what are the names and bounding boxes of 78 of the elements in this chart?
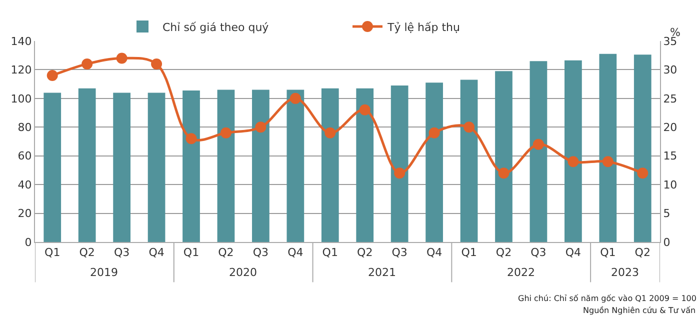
legend-label: Chỉ số giá theo quý (162, 20, 270, 34)
bar (634, 54, 652, 242)
x-tick-label: Q2 (496, 246, 512, 260)
bar (356, 88, 374, 242)
bar (460, 80, 478, 242)
x-tick-label: Q3 (530, 246, 546, 260)
point (428, 127, 440, 138)
text: 2021 (368, 266, 396, 279)
x-tick-label: Q1 (322, 246, 338, 260)
point (394, 168, 406, 179)
bar (321, 88, 339, 242)
x-tick-label: Q2 (218, 246, 234, 260)
point (602, 156, 614, 168)
bar (530, 61, 548, 242)
point (359, 104, 370, 116)
bar (599, 54, 617, 242)
y2-tick-label: 30 (663, 64, 678, 77)
y2-tick-label: 25 (663, 92, 678, 106)
x-tick-label: Q4 (565, 246, 582, 260)
bar (148, 92, 166, 242)
y-tick-label: 80 (18, 120, 32, 134)
point (151, 58, 162, 70)
x-tick-label: Q3 (114, 246, 130, 260)
y2-tick-label: 0 (663, 236, 670, 249)
bar (44, 92, 62, 242)
x-tick-label: Q4 (426, 246, 442, 260)
y-tick-label: 60 (18, 150, 32, 163)
point (220, 127, 232, 138)
y2-tick-label: 20 (663, 120, 678, 134)
y-tick-label: 40 (18, 178, 32, 192)
text: 2022 (507, 266, 535, 279)
x-tick-label: Q3 (392, 246, 408, 260)
point (116, 52, 128, 64)
point (255, 122, 266, 133)
x-tick-label: Q4 (148, 246, 164, 260)
text: 2019 (90, 266, 118, 279)
x-tick-label: Q2 (79, 246, 95, 260)
x-tick-label: Q1 (183, 246, 200, 260)
bar (286, 90, 304, 242)
point (532, 138, 544, 150)
point (568, 156, 579, 168)
bar (78, 88, 96, 242)
x-tick-label: Q1 (461, 246, 477, 260)
point (290, 92, 301, 104)
bar (217, 90, 235, 242)
point (324, 127, 336, 138)
bar (426, 82, 443, 242)
point (498, 168, 510, 179)
y-tick-label: 100 (10, 92, 32, 106)
x-tick-label: Q1 (600, 246, 616, 260)
text: Ghi chú: Chỉ số năm gốc vào Q1 2009 = 100 (518, 294, 696, 303)
x-tick-label: Q1 (44, 246, 60, 260)
legend-label: Tỷ lệ hấp thụ (386, 20, 460, 34)
y2-tick-label: 5 (663, 207, 670, 220)
y-tick-label: 20 (18, 207, 32, 220)
point (186, 133, 197, 144)
point (464, 122, 475, 133)
y-tick-label: 140 (10, 34, 32, 48)
x-tick-label: Q2 (634, 246, 650, 260)
bar (182, 90, 200, 242)
text: Nguồn Nghiên cứu & Tư vấn (583, 306, 696, 315)
bar (113, 92, 130, 242)
point (82, 58, 93, 70)
y-tick-label: 0 (24, 236, 32, 249)
point (46, 70, 58, 81)
text: 2020 (229, 266, 257, 279)
bar (252, 90, 270, 242)
x-tick-label: Q3 (252, 246, 269, 260)
text: 2023 (611, 266, 639, 279)
bar (495, 71, 512, 242)
x-tick-label: Q2 (357, 246, 373, 260)
y-tick-label: 120 (10, 64, 32, 77)
y2-tick-label: 15 (663, 150, 678, 163)
y2-tick-label: 10 (663, 178, 678, 192)
bar (390, 86, 408, 242)
x-tick-label: Q4 (288, 246, 304, 260)
point (637, 168, 648, 179)
bar (564, 60, 582, 242)
